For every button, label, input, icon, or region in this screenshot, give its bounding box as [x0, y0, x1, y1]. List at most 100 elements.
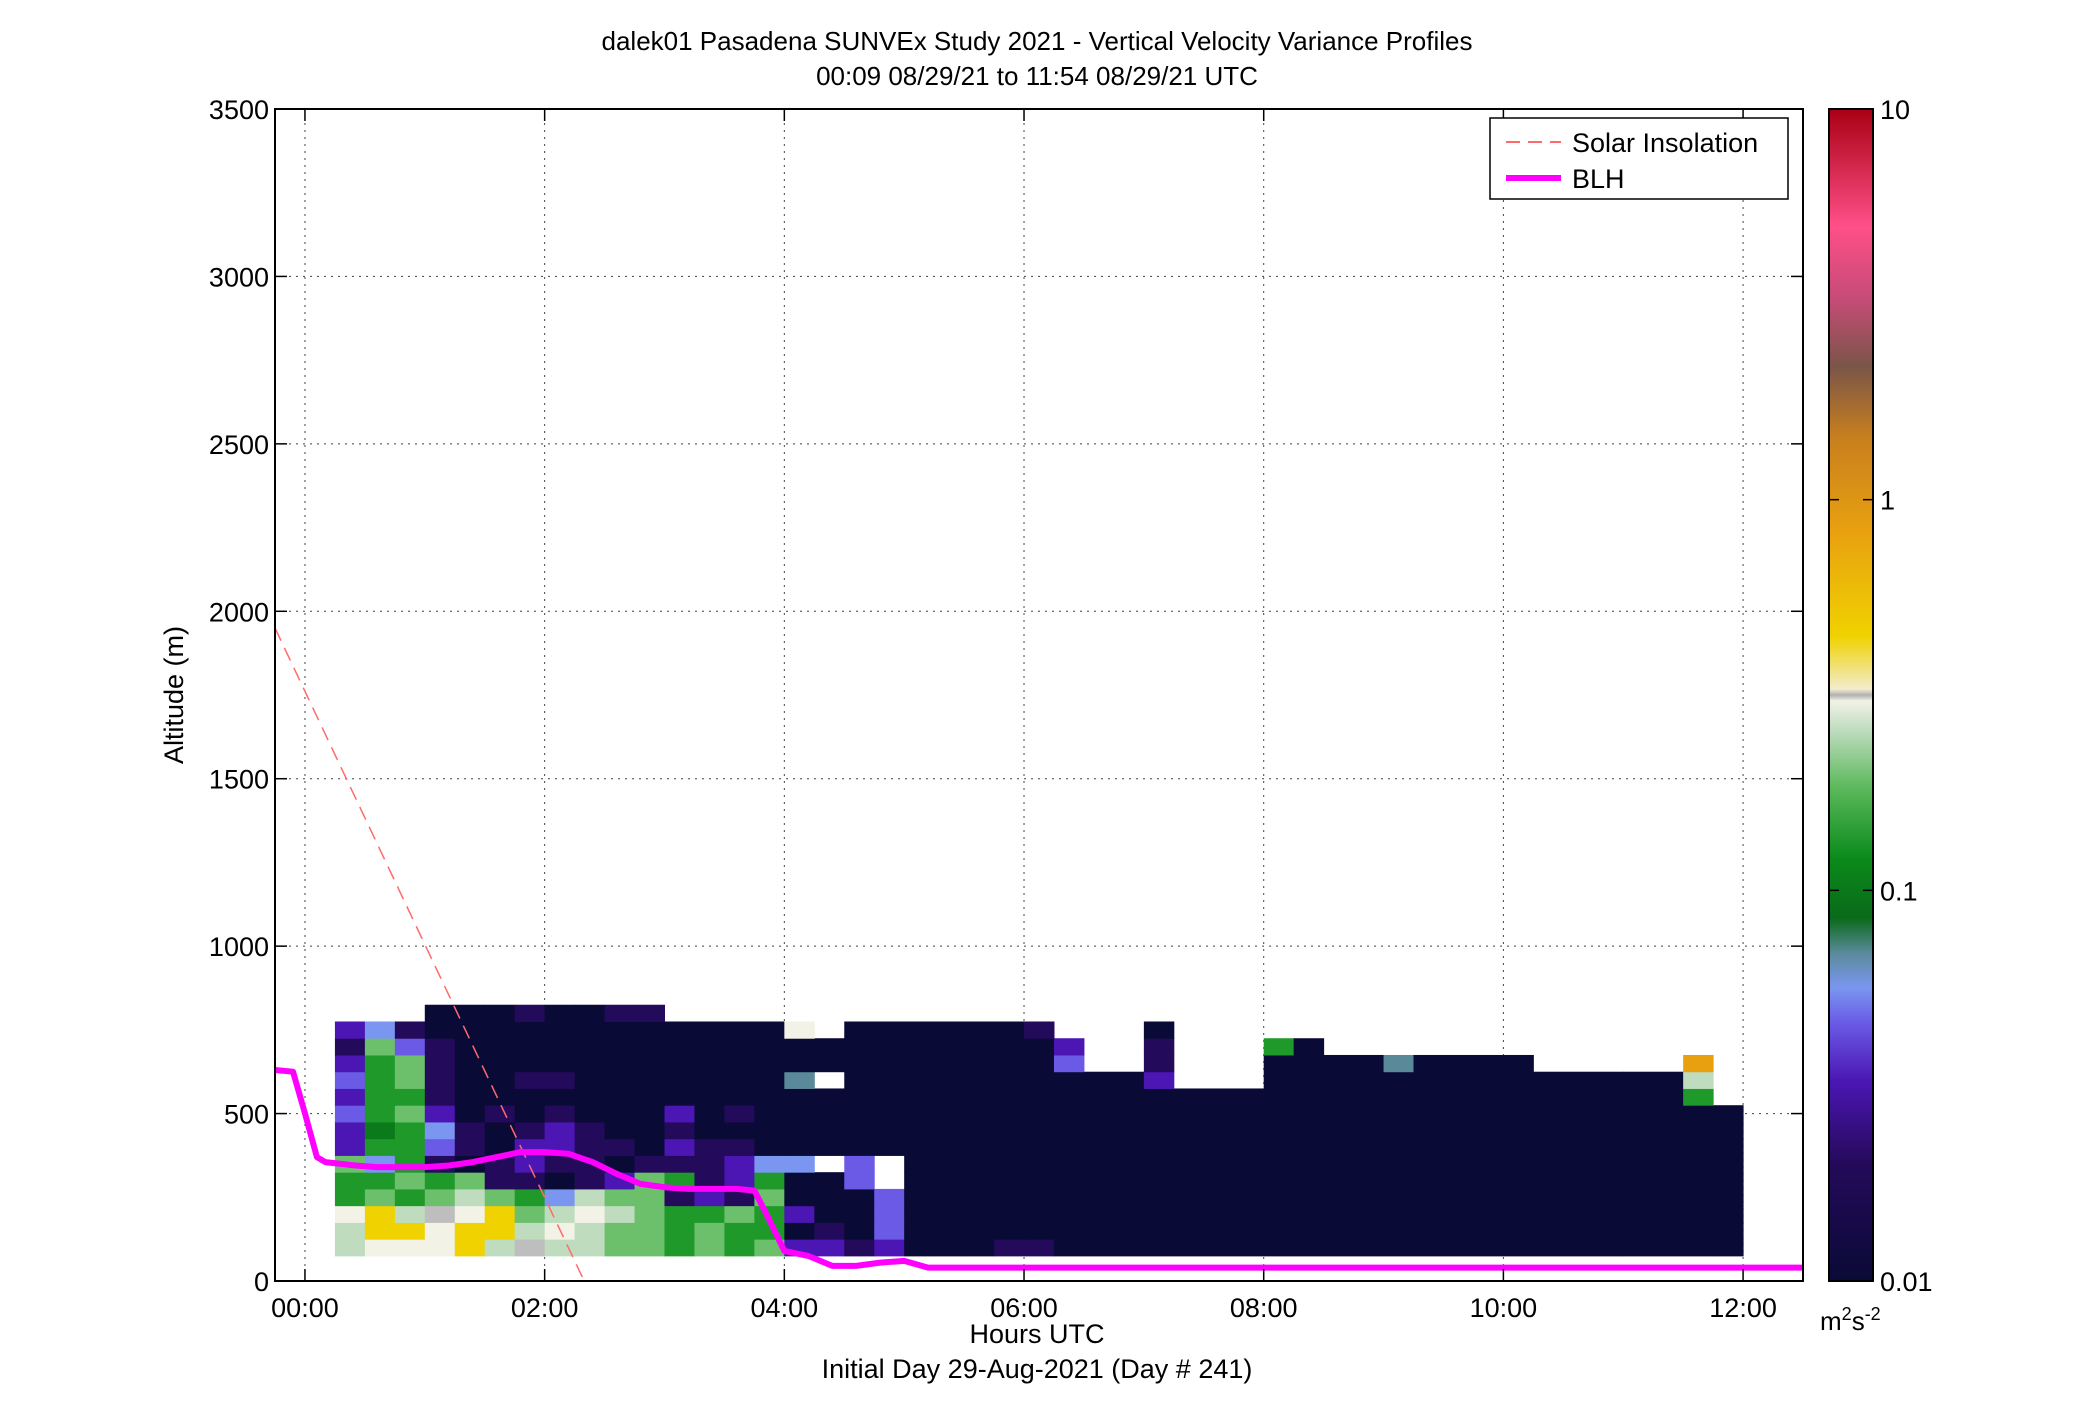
heatmap-cell [934, 1239, 965, 1257]
heatmap-cell [334, 1038, 366, 1056]
heatmap-cell [784, 1188, 845, 1207]
heatmap-cell [784, 1021, 815, 1039]
heatmap-cell [1623, 1121, 1714, 1140]
heatmap-cell [964, 1239, 995, 1257]
heatmap-cell [1623, 1088, 1684, 1106]
heatmap-cell [904, 1038, 1025, 1056]
heatmap-cell [514, 1088, 546, 1106]
heatmap-cell [784, 1205, 815, 1223]
heatmap-cell [844, 1071, 905, 1089]
heatmap-cell [364, 1038, 396, 1056]
heatmap-cell [454, 1172, 486, 1190]
heatmap-cell [904, 1021, 1025, 1039]
heatmap-cell [604, 1038, 665, 1056]
heatmap-cell [574, 1088, 606, 1106]
heatmap-cell [334, 1138, 366, 1156]
heatmap-cell [484, 1188, 516, 1207]
heatmap-cell [454, 1004, 486, 1022]
heatmap-cell [544, 1021, 606, 1039]
heatmap-cell [454, 1138, 486, 1156]
heatmap-cell [844, 1021, 905, 1039]
heatmap-cell [604, 1222, 636, 1240]
heatmap-cell [1383, 1239, 1504, 1257]
heatmap-cell [1383, 1155, 1504, 1173]
heatmap-cell [1413, 1054, 1504, 1073]
heatmap-cell [604, 1105, 636, 1123]
heatmap-cell [874, 1222, 905, 1240]
heatmap-cell [574, 1205, 606, 1223]
heatmap-cell [844, 1155, 875, 1173]
heatmap-cell [724, 1222, 755, 1240]
y-tick-label: 1000 [209, 932, 269, 962]
heatmap-cell [364, 1021, 396, 1039]
heatmap-cell [1143, 1172, 1265, 1190]
heatmap-cell [784, 1088, 845, 1106]
heatmap-cell [694, 1222, 725, 1240]
heatmap-cell [724, 1054, 845, 1073]
heatmap-cell [754, 1239, 785, 1257]
heatmap-cell [574, 1121, 606, 1140]
heatmap-cell [364, 1088, 396, 1106]
heatmap-cell [394, 1172, 426, 1190]
heatmap-cell [724, 1088, 785, 1106]
heatmap-cell [514, 1205, 546, 1223]
heatmap-cell [1713, 1188, 1744, 1207]
heatmap-cell [604, 1004, 636, 1022]
y-tick-label: 3500 [209, 95, 269, 125]
heatmap-cell [424, 1188, 456, 1207]
chart-subtitle: 00:09 08/29/21 to 11:54 08/29/21 UTC [816, 61, 1258, 91]
heatmap-cell [754, 1138, 785, 1156]
heatmap-cell [904, 1172, 1025, 1190]
heatmap-cell [1383, 1172, 1504, 1190]
heatmap-cell [454, 1188, 486, 1207]
heatmap-cell [844, 1054, 905, 1073]
heatmap-cell [784, 1038, 845, 1056]
heatmap-cell [454, 1121, 486, 1140]
heatmap-cell [844, 1088, 905, 1106]
heatmap-cell [364, 1188, 396, 1207]
heatmap-cell [874, 1239, 905, 1257]
heatmap-cell [694, 1138, 725, 1156]
heatmap-cell [484, 1038, 546, 1056]
heatmap-cell [1143, 1105, 1265, 1123]
heatmap-cell [1263, 1239, 1385, 1257]
heatmap-cell [424, 1021, 456, 1039]
heatmap-cell [1713, 1239, 1744, 1257]
x-axis-sublabel: Initial Day 29-Aug-2021 (Day # 241) [822, 1354, 1253, 1384]
colorbar-tick-label: 1 [1880, 486, 1895, 516]
heatmap-cell [1383, 1088, 1504, 1106]
heatmap-cell [394, 1188, 426, 1207]
heatmap-cell [1683, 1071, 1714, 1089]
heatmap-cell [1383, 1071, 1504, 1089]
heatmap-cell [1503, 1222, 1624, 1240]
heatmap-cell [364, 1071, 396, 1089]
heatmap-cell [424, 1004, 456, 1022]
colorbar-unit-sup2: -2 [1865, 1304, 1881, 1324]
heatmap-cell [454, 1222, 486, 1240]
x-tick-label: 04:00 [751, 1293, 819, 1323]
legend-label-blh: BLH [1572, 164, 1625, 194]
heatmap-cell [604, 1088, 665, 1106]
heatmap-cell [544, 1121, 576, 1140]
heatmap-cell [1024, 1038, 1055, 1056]
heatmap-cell [694, 1188, 725, 1207]
heatmap-cell [394, 1054, 426, 1073]
heatmap-cell [484, 1004, 516, 1022]
heatmap-cell [784, 1222, 815, 1240]
heatmap-cell [604, 1071, 665, 1089]
heatmap-cell [1053, 1038, 1085, 1056]
heatmap-cell [424, 1105, 456, 1123]
heatmap-cell [484, 1222, 516, 1240]
heatmap-cell [484, 1239, 516, 1257]
heatmap-cell [724, 1239, 755, 1257]
colorbar-unit-mid: s [1852, 1306, 1865, 1336]
heatmap-cell [1143, 1138, 1265, 1156]
heatmap-cell [514, 1222, 546, 1240]
heatmap-cell [664, 1188, 695, 1207]
heatmap-cell [1143, 1222, 1265, 1240]
heatmap-cell [814, 1239, 845, 1257]
heatmap-cell [1623, 1205, 1714, 1223]
heatmap-cell [364, 1138, 396, 1156]
heatmap-cell [1024, 1188, 1145, 1207]
heatmap-cell [1143, 1155, 1265, 1173]
